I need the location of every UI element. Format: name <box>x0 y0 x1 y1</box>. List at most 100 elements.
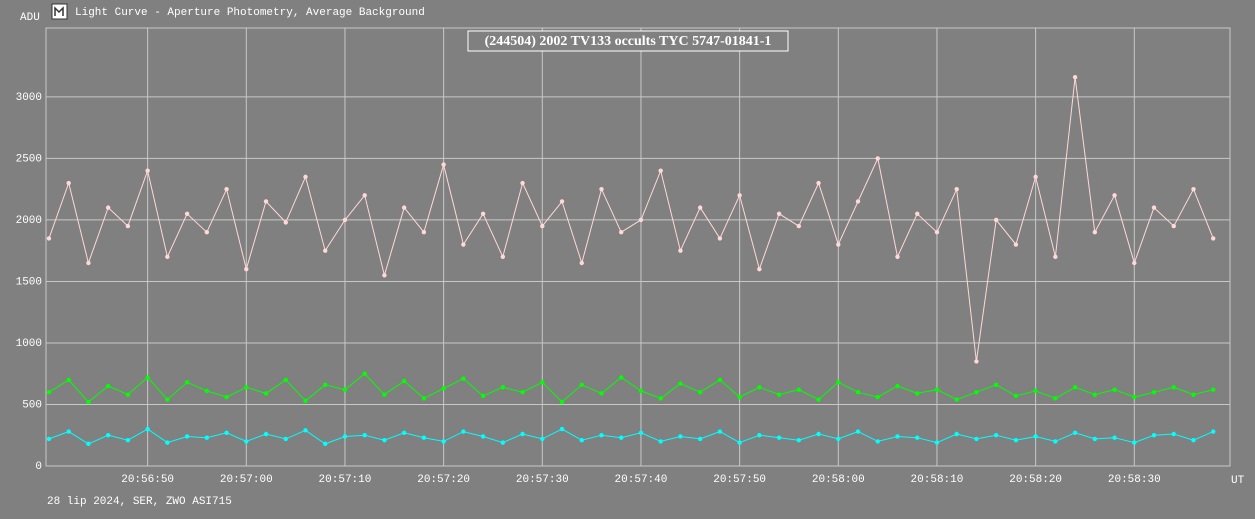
data-point <box>895 383 900 389</box>
data-point <box>540 380 545 385</box>
data-point <box>993 217 999 223</box>
data-point <box>1033 174 1038 180</box>
data-point <box>974 389 979 395</box>
data-point <box>342 434 348 439</box>
data-point <box>993 433 999 438</box>
x-tick-label: 20:57:20 <box>417 474 470 486</box>
data-point <box>303 174 308 180</box>
data-point <box>303 398 308 403</box>
data-point <box>323 382 328 387</box>
data-point <box>619 435 624 440</box>
data-point <box>1092 230 1098 235</box>
data-point <box>382 392 387 397</box>
window-title: Light Curve - Aperture Photometry, Avera… <box>75 7 425 19</box>
data-point <box>323 248 328 253</box>
data-point <box>1151 205 1157 210</box>
data-point <box>737 394 742 400</box>
data-point <box>283 377 288 383</box>
data-point <box>1132 260 1137 266</box>
data-point <box>342 387 348 392</box>
window-icon <box>51 3 68 20</box>
data-point <box>559 199 565 204</box>
data-point <box>401 430 407 435</box>
data-point <box>855 389 861 395</box>
data-point <box>836 436 841 442</box>
data-point <box>757 385 762 390</box>
data-point <box>165 440 170 445</box>
data-point <box>717 429 723 434</box>
data-point <box>342 217 348 223</box>
data-point <box>678 248 683 253</box>
data-point <box>796 437 802 443</box>
data-point <box>165 397 170 402</box>
data-point <box>520 180 525 186</box>
data-point <box>954 431 959 437</box>
data-point <box>86 260 91 266</box>
data-point <box>362 193 367 198</box>
data-point <box>421 230 427 235</box>
data-point <box>421 396 427 401</box>
data-point <box>540 223 545 229</box>
data-point <box>1211 387 1216 392</box>
data-point <box>796 223 802 229</box>
data-point <box>1171 223 1176 229</box>
data-point <box>954 186 959 192</box>
data-point <box>934 440 940 445</box>
data-point <box>836 380 841 385</box>
series-line <box>48 373 1214 403</box>
data-point <box>934 230 940 235</box>
data-point <box>974 359 979 364</box>
data-point <box>855 199 861 204</box>
data-point <box>382 273 387 278</box>
data-point <box>599 391 604 396</box>
data-point <box>441 162 446 167</box>
x-tick-label: 20:58:00 <box>812 474 865 486</box>
data-point <box>480 211 486 216</box>
data-point <box>1013 393 1019 399</box>
data-point <box>441 386 446 391</box>
data-point <box>165 254 170 260</box>
data-point <box>895 254 900 260</box>
data-point <box>737 440 742 445</box>
data-point <box>323 441 328 447</box>
x-tick-label: 20:58:20 <box>1009 474 1062 486</box>
data-point <box>875 394 880 400</box>
data-point <box>757 266 762 272</box>
y-tick-label: 500 <box>22 399 42 411</box>
data-point <box>836 242 841 247</box>
data-point <box>1171 431 1176 437</box>
marks <box>46 75 1216 447</box>
x-tick-label: 20:57:10 <box>319 474 372 486</box>
data-point <box>125 223 131 229</box>
data-point <box>303 428 308 433</box>
data-point <box>1191 392 1196 397</box>
data-point <box>1191 186 1196 192</box>
data-point <box>697 205 703 210</box>
data-point <box>895 434 900 439</box>
data-point <box>184 434 190 439</box>
series-line <box>48 77 1214 362</box>
data-point <box>619 230 624 235</box>
data-point <box>224 186 229 192</box>
data-point <box>619 375 624 380</box>
data-point <box>401 205 407 210</box>
data-point <box>816 397 821 402</box>
data-point <box>480 393 486 399</box>
data-point <box>1053 396 1058 401</box>
footer: 28 lip 2024, SER, ZWO ASI715 <box>47 496 232 508</box>
data-point <box>244 439 249 444</box>
data-point <box>382 437 387 443</box>
data-point <box>1151 389 1157 395</box>
data-point <box>461 376 466 381</box>
data-point <box>244 266 249 272</box>
chart-title: (244504) 2002 TV133 occults TYC 5747-018… <box>485 34 772 49</box>
data-point <box>105 383 111 389</box>
data-point <box>204 388 210 394</box>
data-point <box>46 389 52 395</box>
data-point <box>638 430 644 435</box>
data-point <box>915 211 920 216</box>
data-point <box>638 388 644 394</box>
data-point <box>658 396 663 401</box>
data-point <box>579 437 584 443</box>
data-point <box>1112 387 1117 392</box>
